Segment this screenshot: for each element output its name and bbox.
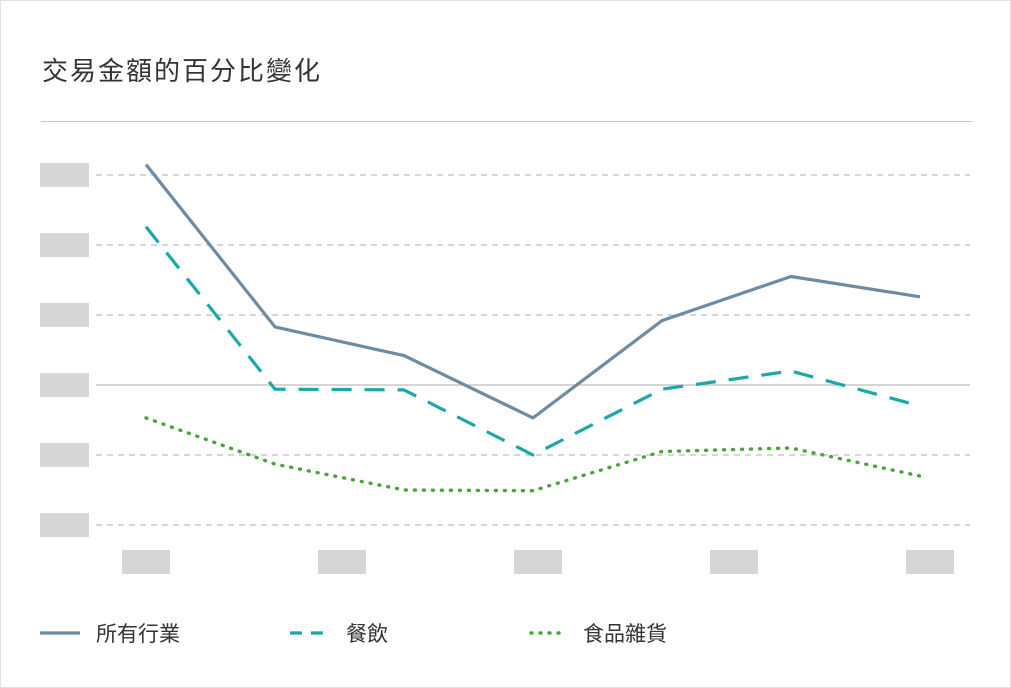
- legend: 所有行業 餐飲 食品雜貨: [40, 622, 667, 646]
- gridlines: [96, 174, 970, 526]
- x-axis-ticks: [122, 550, 954, 574]
- series-line-dining: [144, 225, 921, 457]
- series-line-all-industries: [144, 163, 921, 420]
- y-tick-label-redacted: [40, 443, 89, 467]
- series-lines: [144, 163, 922, 493]
- y-tick-label-redacted: [40, 163, 89, 187]
- x-tick-label-redacted: [514, 550, 562, 574]
- y-tick-label-redacted: [40, 373, 89, 397]
- y-tick-label-redacted: [40, 233, 89, 257]
- title-divider: [41, 121, 972, 122]
- x-tick-label-redacted: [318, 550, 366, 574]
- x-tick-label-redacted: [710, 550, 758, 574]
- chart-title: 交易金額的百分比變化: [42, 57, 323, 87]
- legend-label-grocery: 食品雜貨: [583, 622, 667, 646]
- series-line-grocery: [144, 416, 922, 493]
- legend-label-all-industries: 所有行業: [96, 622, 180, 646]
- y-tick-label-redacted: [40, 303, 89, 327]
- y-axis-ticks: [40, 163, 89, 537]
- legend-label-dining: 餐飲: [346, 622, 388, 646]
- x-tick-label-redacted: [122, 550, 170, 574]
- x-tick-label-redacted: [906, 550, 954, 574]
- y-tick-label-redacted: [40, 513, 89, 537]
